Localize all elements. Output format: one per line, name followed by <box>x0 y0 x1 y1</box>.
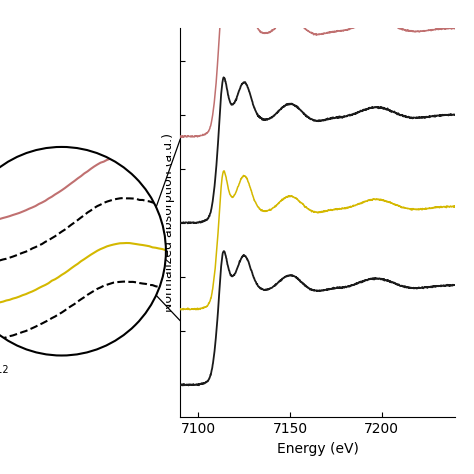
Y-axis label: Normalized absorption (a.u.): Normalized absorption (a.u.) <box>162 133 174 312</box>
X-axis label: Energy (eV): Energy (eV) <box>277 442 358 456</box>
Text: 712: 712 <box>0 365 9 375</box>
